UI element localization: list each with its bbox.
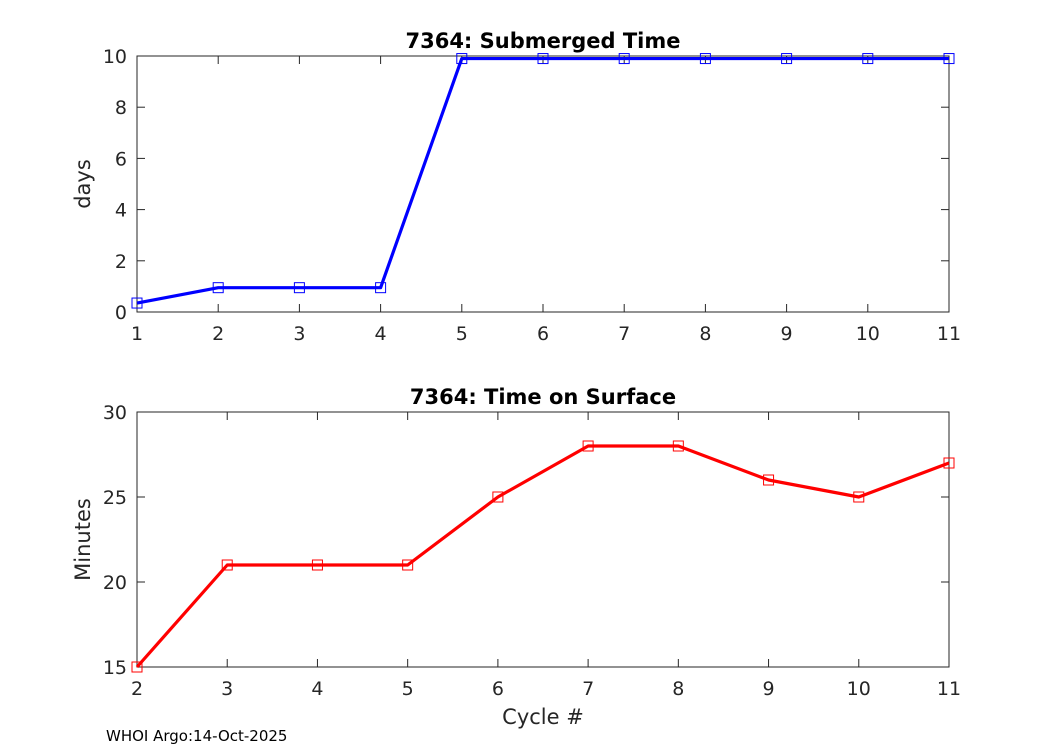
x-tick-label: 3 [293, 323, 305, 345]
data-point [582, 440, 594, 452]
y-axis-label: days [71, 159, 95, 209]
chart-title: 7364: Time on Surface [410, 385, 676, 409]
chart-title: 7364: Submerged Time [405, 29, 680, 53]
data-point [456, 53, 468, 65]
x-tick-label: 6 [537, 323, 549, 345]
x-tick-label: 5 [402, 678, 414, 700]
x-tick-label: 10 [856, 323, 880, 345]
x-tick-label: 1 [131, 323, 143, 345]
x-tick-label: 8 [699, 323, 711, 345]
x-tick-label: 5 [456, 323, 468, 345]
data-point [221, 559, 233, 571]
y-tick-label: 4 [115, 200, 127, 222]
data-point [293, 282, 305, 294]
x-axis-label: Cycle # [502, 705, 584, 729]
y-tick-label: 2 [115, 251, 127, 273]
y-tick-label: 8 [115, 97, 127, 119]
axes-frame [136, 411, 950, 668]
axes-frame [136, 55, 950, 313]
data-point [781, 53, 793, 65]
data-point [763, 474, 775, 486]
y-tick-label: 0 [115, 302, 127, 324]
data-point [311, 559, 323, 571]
y-tick-label: 10 [103, 46, 127, 68]
x-tick-label: 4 [375, 323, 387, 345]
footer-credit: WHOI Argo:14-Oct-2025 [106, 727, 287, 745]
submerged-time-plot: 1 2 3 4 5 6 7 8 9 10 11 0 2 4 6 8 10 7364: Submerged Time… [71, 29, 961, 345]
data-point [402, 559, 414, 571]
data-point [943, 457, 955, 469]
x-tick-label: 2 [131, 678, 143, 700]
data-point [212, 282, 224, 294]
data-point [862, 53, 874, 65]
x-tick-label: 11 [937, 678, 961, 700]
x-tick-label: 7 [618, 323, 630, 345]
series-line [136, 56, 949, 305]
x-tick-label: 4 [311, 678, 323, 700]
data-point [699, 53, 711, 65]
data-point [618, 53, 630, 65]
data-point [672, 440, 684, 452]
data-point [853, 491, 865, 503]
surface-time-plot: 2 3 4 5 6 7 8 9 10 11 15 20 25 30 7364: Time on Surfac… [71, 385, 961, 729]
data-point [131, 661, 143, 673]
data-point [492, 491, 504, 503]
x-tick-label: 3 [221, 678, 233, 700]
data-point [943, 53, 955, 65]
y-axis-label: Minutes [71, 498, 95, 581]
data-point [375, 282, 387, 294]
y-tick-label: 30 [103, 402, 127, 424]
y-tick-label: 6 [115, 148, 127, 170]
x-tick-label: 11 [937, 323, 961, 345]
data-point [537, 53, 549, 65]
data-point [131, 297, 143, 309]
x-tick-label: 10 [847, 678, 871, 700]
x-tick-label: 7 [582, 678, 594, 700]
y-tick-label: 25 [103, 487, 127, 509]
x-tick-label: 9 [781, 323, 793, 345]
series-line [135, 444, 950, 669]
x-tick-label: 2 [212, 323, 224, 345]
y-tick-label: 20 [103, 572, 127, 594]
y-tick-label: 15 [103, 657, 127, 679]
x-tick-label: 8 [672, 678, 684, 700]
x-tick-label: 9 [763, 678, 775, 700]
x-tick-label: 6 [492, 678, 504, 700]
